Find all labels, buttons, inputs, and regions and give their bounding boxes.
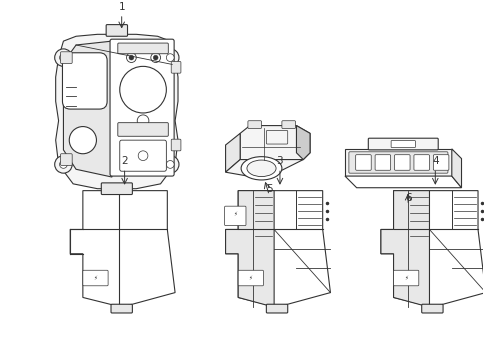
FancyBboxPatch shape (62, 53, 107, 109)
Circle shape (129, 55, 134, 60)
Circle shape (120, 66, 167, 113)
Polygon shape (240, 126, 310, 159)
Circle shape (162, 49, 179, 66)
FancyBboxPatch shape (111, 304, 132, 313)
Circle shape (126, 53, 136, 63)
FancyBboxPatch shape (267, 304, 288, 313)
Polygon shape (452, 149, 462, 188)
FancyBboxPatch shape (433, 155, 449, 170)
Circle shape (137, 115, 149, 127)
Text: ⚡: ⚡ (249, 275, 253, 280)
FancyBboxPatch shape (120, 140, 167, 171)
Circle shape (162, 156, 179, 173)
FancyBboxPatch shape (238, 270, 264, 286)
Polygon shape (70, 191, 175, 307)
Polygon shape (381, 191, 486, 307)
FancyBboxPatch shape (118, 43, 168, 54)
Circle shape (153, 55, 158, 60)
Polygon shape (345, 176, 462, 188)
Polygon shape (56, 34, 178, 189)
Circle shape (138, 151, 148, 161)
FancyBboxPatch shape (375, 155, 391, 170)
FancyBboxPatch shape (414, 155, 429, 170)
FancyBboxPatch shape (110, 39, 174, 176)
Circle shape (151, 53, 161, 63)
Text: ⚡: ⚡ (233, 212, 237, 217)
FancyBboxPatch shape (282, 121, 295, 129)
Text: 3: 3 (277, 156, 283, 166)
Circle shape (167, 54, 174, 62)
Circle shape (60, 161, 67, 168)
FancyBboxPatch shape (83, 270, 108, 286)
Ellipse shape (241, 157, 282, 180)
FancyBboxPatch shape (393, 270, 419, 286)
FancyBboxPatch shape (394, 155, 410, 170)
Circle shape (60, 54, 67, 62)
Polygon shape (63, 41, 112, 177)
Ellipse shape (247, 160, 276, 176)
FancyBboxPatch shape (171, 139, 181, 151)
Text: ⚡: ⚡ (404, 275, 408, 280)
Polygon shape (225, 133, 240, 172)
FancyBboxPatch shape (267, 130, 288, 144)
Polygon shape (381, 191, 429, 307)
Polygon shape (345, 149, 452, 176)
FancyBboxPatch shape (422, 304, 443, 313)
Text: 6: 6 (405, 193, 412, 203)
Circle shape (69, 127, 97, 154)
Text: ⚡: ⚡ (94, 275, 98, 280)
FancyBboxPatch shape (118, 123, 168, 136)
FancyBboxPatch shape (356, 155, 371, 170)
FancyBboxPatch shape (171, 62, 181, 73)
FancyBboxPatch shape (61, 154, 72, 165)
FancyBboxPatch shape (248, 121, 262, 129)
Text: 2: 2 (122, 156, 128, 166)
Text: 1: 1 (119, 2, 125, 12)
FancyBboxPatch shape (101, 183, 132, 194)
FancyBboxPatch shape (391, 141, 416, 148)
Polygon shape (225, 191, 330, 307)
Text: 4: 4 (432, 156, 439, 166)
Text: 5: 5 (266, 184, 272, 194)
FancyBboxPatch shape (61, 52, 72, 63)
FancyBboxPatch shape (224, 206, 246, 226)
FancyBboxPatch shape (368, 138, 438, 150)
Polygon shape (296, 126, 310, 159)
Circle shape (167, 161, 174, 168)
Polygon shape (225, 191, 274, 307)
FancyBboxPatch shape (106, 24, 127, 36)
Circle shape (55, 49, 72, 66)
Polygon shape (225, 159, 303, 179)
FancyBboxPatch shape (349, 152, 448, 173)
Circle shape (55, 156, 72, 173)
